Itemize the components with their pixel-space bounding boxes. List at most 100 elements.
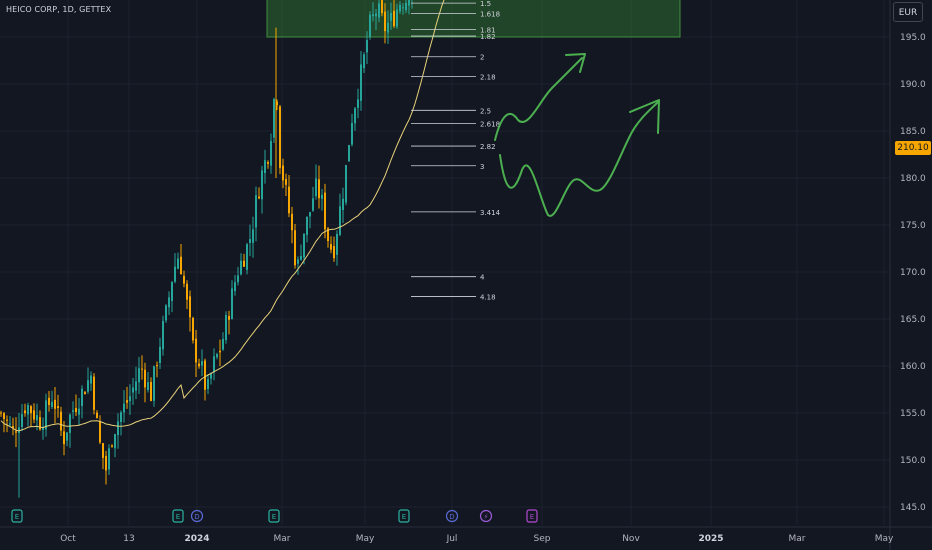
- candle-body: [42, 427, 44, 431]
- event-marker: [445, 509, 459, 523]
- candle-body: [234, 282, 236, 291]
- candle-body: [78, 408, 80, 415]
- candle-body: [354, 108, 356, 124]
- candle-body: [288, 186, 290, 214]
- y-tick-label: 165.0: [900, 315, 926, 325]
- candle-body: [312, 198, 314, 211]
- candle-body: [345, 165, 347, 203]
- x-tick-label: 13: [123, 534, 134, 544]
- candle-body: [387, 22, 389, 33]
- candle-body: [273, 99, 275, 138]
- event-marker-label: E: [530, 513, 534, 521]
- candle-body: [243, 260, 245, 267]
- candle-body: [261, 170, 263, 200]
- candle-body: [393, 10, 395, 27]
- candle-body: [309, 212, 311, 217]
- candle-body: [168, 297, 170, 308]
- candle-body: [147, 382, 149, 390]
- candle-body: [21, 414, 23, 427]
- candle-body: [258, 196, 260, 199]
- candle-body: [132, 387, 134, 393]
- fib-level-label: 2.618: [480, 120, 500, 128]
- candle-body: [285, 179, 287, 185]
- candle-body: [249, 239, 251, 243]
- candle-body: [18, 427, 20, 434]
- candle-body: [117, 421, 119, 436]
- x-tick-label: 2024: [184, 534, 209, 544]
- candle-body: [153, 366, 155, 401]
- candle-body: [192, 317, 194, 341]
- candle-body: [351, 123, 353, 145]
- candle-body: [102, 443, 104, 458]
- candle-body: [246, 244, 248, 270]
- candle-body: [300, 255, 302, 260]
- event-marker: [479, 509, 493, 523]
- x-tick-label: Nov: [622, 534, 640, 544]
- fib-level-label: 1.82: [480, 33, 496, 41]
- candle-body: [72, 410, 74, 412]
- candle-body: [108, 448, 110, 470]
- candle-body: [111, 445, 113, 447]
- candle-body: [144, 369, 146, 388]
- candle-body: [99, 421, 101, 443]
- candle-body: [210, 374, 212, 379]
- candle-body: [252, 229, 254, 243]
- candle-body: [0, 412, 2, 414]
- candle-body: [123, 403, 125, 413]
- candle-body: [396, 9, 398, 27]
- currency-button[interactable]: EUR: [893, 2, 923, 22]
- last-price-label: 210.10: [895, 141, 931, 155]
- fib-level-label: 2.5: [480, 107, 491, 115]
- candle-body: [171, 282, 173, 301]
- candle-body: [87, 380, 89, 392]
- candle-body: [33, 410, 35, 420]
- candle-body: [330, 244, 332, 250]
- event-marker: [190, 509, 204, 523]
- event-marker-label: D: [194, 513, 199, 521]
- candle-body: [9, 423, 11, 425]
- candle-body: [237, 275, 239, 283]
- candle-body: [30, 406, 32, 414]
- candle-body: [369, 14, 371, 38]
- candle-body: [267, 162, 269, 164]
- candle-body: [27, 405, 29, 415]
- candle-body: [219, 350, 221, 353]
- candle-body: [297, 259, 299, 264]
- candle-body: [105, 456, 107, 471]
- candle-body: [381, 0, 383, 14]
- event-marker: [11, 509, 23, 523]
- candle-body: [225, 314, 227, 341]
- event-marker-label: E: [176, 513, 180, 521]
- candle-body: [375, 13, 377, 17]
- candle-body: [156, 365, 158, 367]
- candle-body: [36, 415, 38, 421]
- candle-body: [195, 338, 197, 363]
- fib-level-label: 3: [480, 163, 484, 171]
- candle-body: [96, 412, 98, 419]
- fib-level-label: 4.18: [480, 293, 496, 301]
- candle-body: [120, 412, 122, 423]
- candle-body: [3, 413, 5, 419]
- event-marker-label: ⚡: [484, 513, 489, 521]
- candle-body: [327, 228, 329, 242]
- candle-body: [342, 198, 344, 210]
- candle-body: [399, 4, 401, 12]
- symbol-title: HEICO CORP, 1D, GETTEX: [6, 5, 112, 14]
- candle-body: [294, 230, 296, 266]
- candle-body: [81, 388, 83, 406]
- x-tick-label: Mar: [789, 534, 806, 544]
- candle-body: [222, 338, 224, 350]
- candle-body: [276, 101, 278, 106]
- candle-body: [282, 165, 284, 181]
- candle-body: [408, 0, 410, 6]
- fib-level-label: 1.618: [480, 11, 500, 19]
- candle-body: [279, 106, 281, 168]
- candle-body: [306, 216, 308, 235]
- candle-body: [402, 7, 404, 9]
- arrow-head-lower: [629, 99, 660, 134]
- candle-body: [366, 40, 368, 53]
- candle-body: [39, 417, 41, 430]
- candle-body: [180, 256, 182, 275]
